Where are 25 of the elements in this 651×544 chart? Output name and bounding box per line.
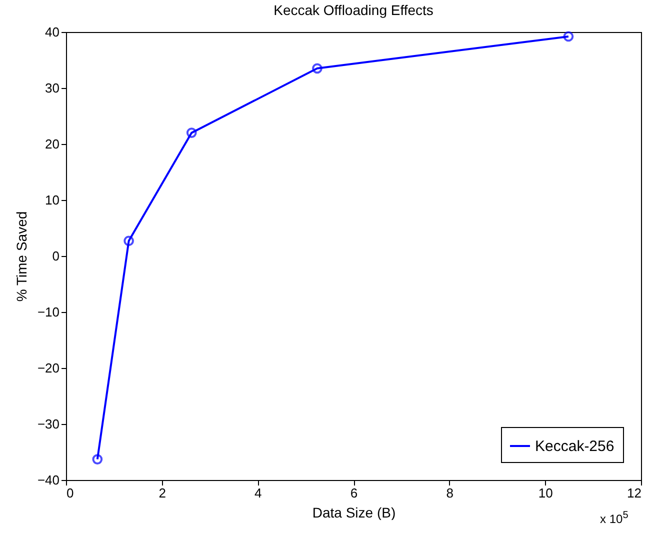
x-tick-label: 8 [446, 486, 454, 500]
x-tick-label: 6 [350, 486, 358, 500]
point [92, 454, 103, 464]
point [186, 128, 197, 138]
y-tick-label: 30 [45, 80, 60, 96]
x-tick-label: 4 [254, 486, 262, 500]
y-tick-label: −40 [37, 472, 60, 488]
point [563, 31, 574, 42]
y-tick-label: −20 [37, 360, 60, 376]
legend-label: Keccak-256 [535, 438, 614, 455]
x-tick-label: 12 [627, 486, 642, 500]
y-tick-label: 0 [52, 248, 60, 264]
y-tick-label: 40 [45, 24, 60, 40]
chart-title: Keccak Offloading Effects [274, 2, 434, 18]
x-tick-label: 10 [538, 486, 553, 500]
x-tick-label: 0 [66, 486, 74, 500]
y-tick-label: −30 [37, 416, 60, 432]
y-tick-label: 20 [45, 136, 60, 152]
point [312, 63, 322, 74]
y-tick-label: 10 [45, 192, 60, 208]
y-axis-title: % Time Saved [13, 211, 30, 302]
text: x 10$^{5}$ [600, 510, 628, 526]
point [124, 236, 134, 246]
x-tick-label: 2 [158, 486, 166, 500]
y-tick-label: −10 [37, 304, 60, 320]
